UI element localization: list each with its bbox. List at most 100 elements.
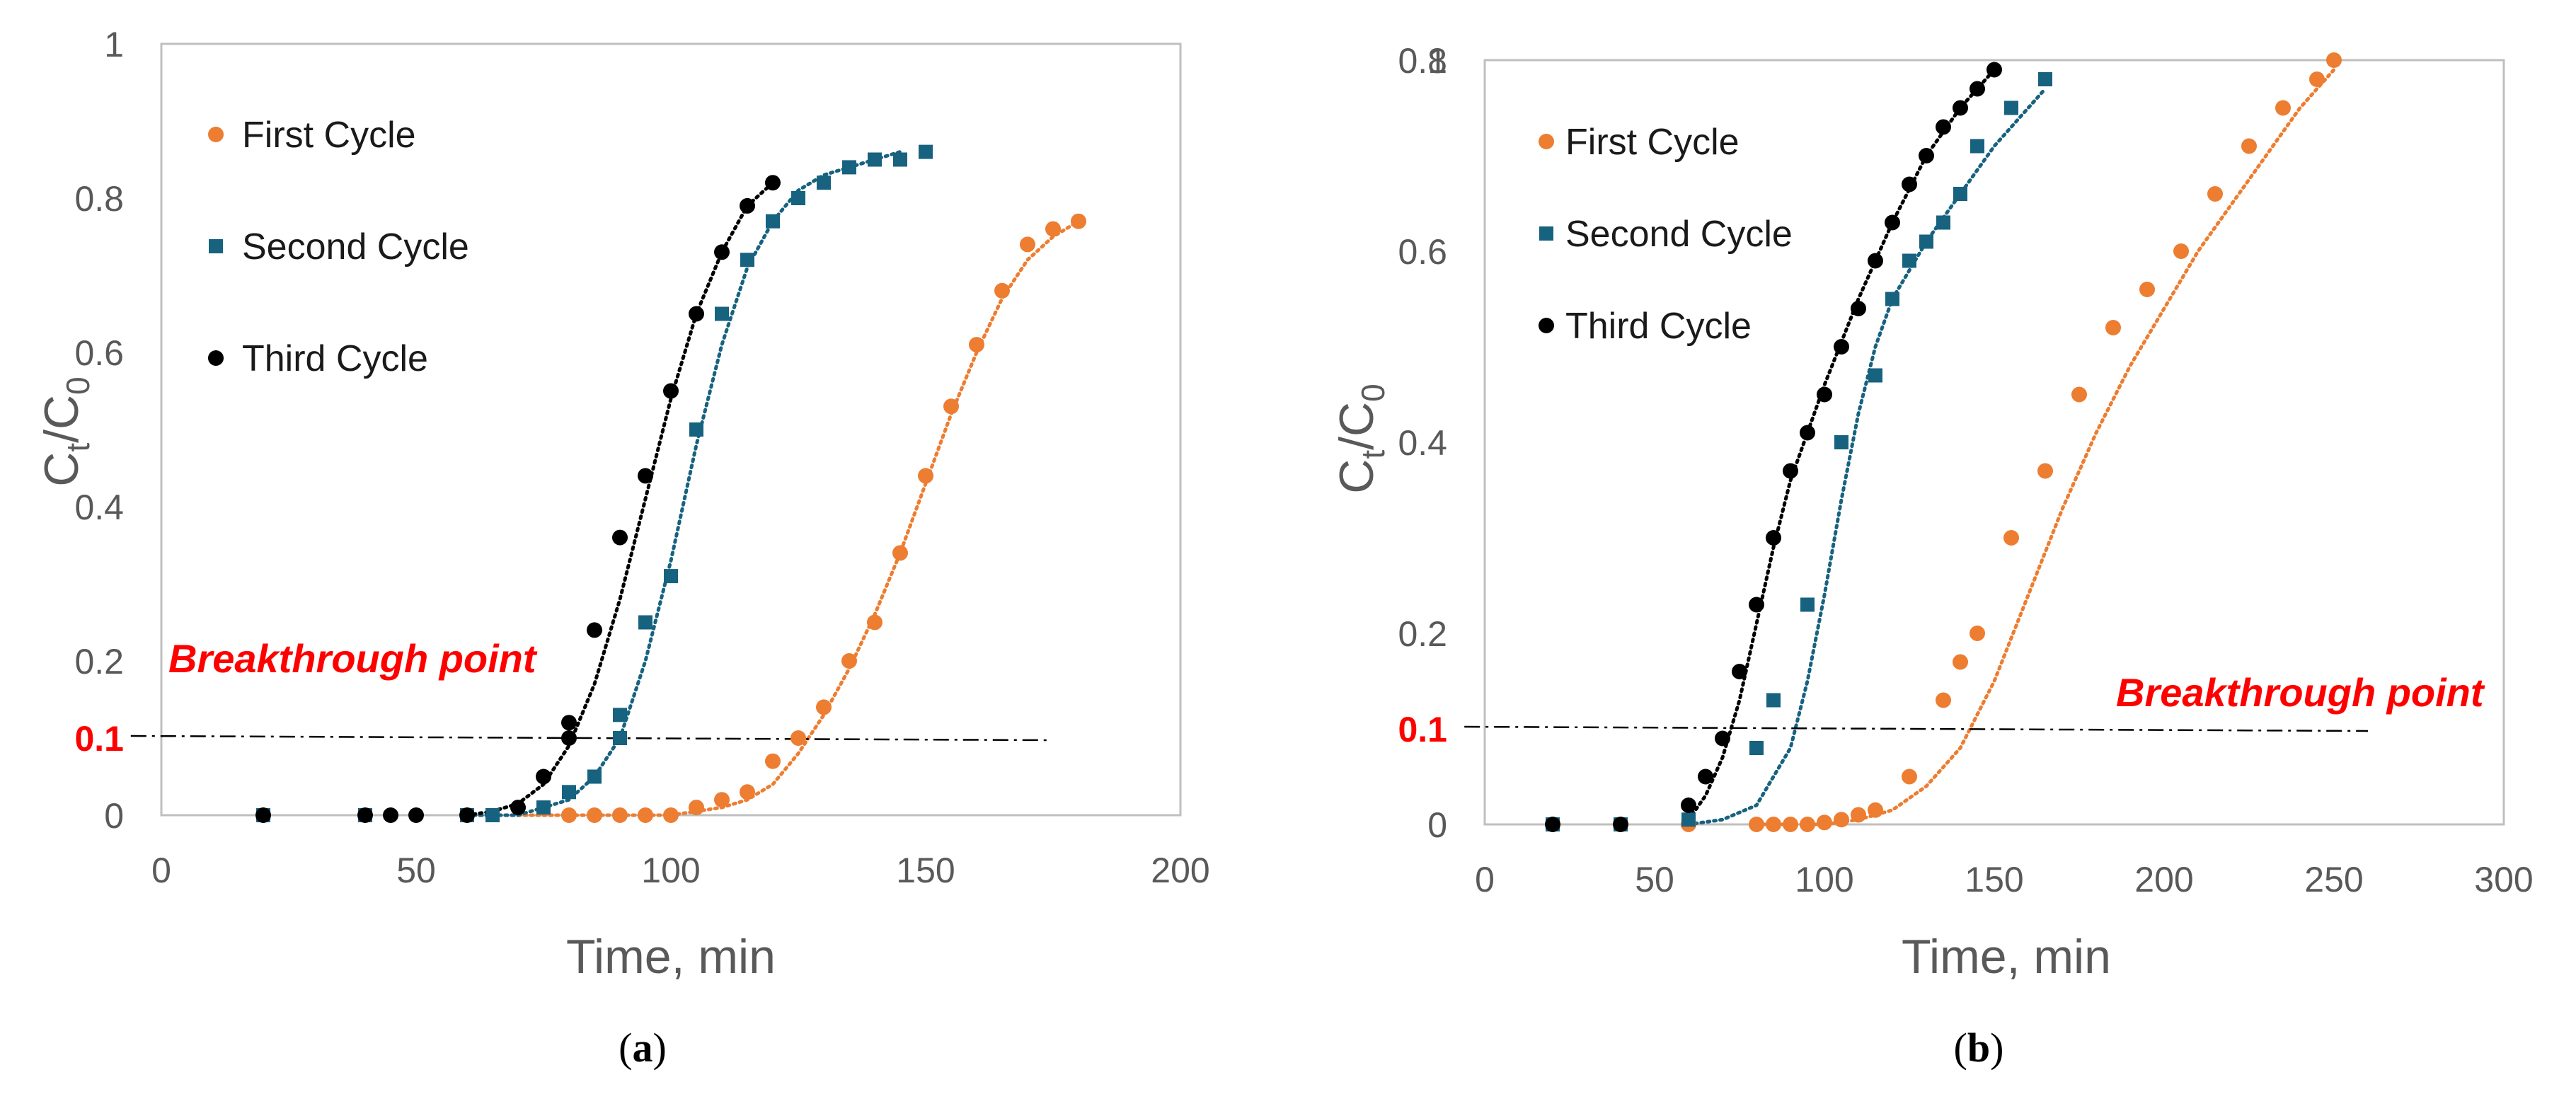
data-points bbox=[1545, 52, 2342, 832]
y-tick-label: 0 bbox=[104, 796, 124, 836]
data-point bbox=[842, 160, 856, 175]
data-point bbox=[1613, 817, 1628, 832]
data-point bbox=[689, 306, 704, 322]
y-tick-label: 0.4 bbox=[74, 488, 124, 527]
legend-marker bbox=[1539, 318, 1554, 333]
data-point bbox=[994, 282, 1010, 299]
data-point bbox=[1071, 213, 1086, 229]
data-point bbox=[2241, 138, 2257, 154]
data-point bbox=[1783, 463, 1798, 479]
data-point bbox=[969, 337, 984, 353]
legend-label: Third Cycle bbox=[1565, 306, 1752, 347]
x-tick-label: 0 bbox=[1475, 860, 1495, 899]
data-point bbox=[1800, 597, 1815, 612]
data-point bbox=[1545, 817, 1560, 832]
legend-label: First Cycle bbox=[1565, 122, 1740, 163]
y-axis-title: Ct/C0 bbox=[1330, 384, 1391, 493]
data-point bbox=[1970, 81, 1985, 97]
legend-label: Second Cycle bbox=[1565, 214, 1793, 255]
breakthrough-annotation: Breakthrough point bbox=[2116, 670, 2485, 715]
data-point bbox=[740, 253, 754, 267]
data-point bbox=[408, 807, 424, 823]
data-point bbox=[714, 792, 730, 808]
legend-label: Second Cycle bbox=[242, 226, 469, 267]
data-point bbox=[1834, 435, 1848, 449]
data-point bbox=[1868, 802, 1883, 818]
x-tick-labels: 0 50 100 150 200 bbox=[151, 851, 1210, 890]
panel-caption: (a) bbox=[619, 1025, 667, 1071]
data-point bbox=[892, 545, 908, 561]
data-point bbox=[1970, 626, 1985, 641]
data-point bbox=[1749, 597, 1764, 613]
data-point bbox=[1851, 301, 1866, 316]
data-point bbox=[536, 800, 551, 815]
legend-marker bbox=[208, 350, 224, 366]
x-tick-labels: 0 50 100 150 200 250 300 bbox=[1475, 860, 2534, 899]
data-point bbox=[1919, 148, 1934, 163]
data-point bbox=[791, 191, 805, 205]
x-tick-label: 200 bbox=[2134, 860, 2193, 899]
x-axis-title: Time, min bbox=[1902, 930, 2111, 984]
data-point bbox=[2173, 243, 2189, 259]
x-tick-label: 250 bbox=[2304, 860, 2363, 899]
data-point bbox=[1766, 817, 1781, 832]
data-point bbox=[1953, 187, 1967, 201]
data-point bbox=[561, 730, 577, 746]
data-point bbox=[816, 699, 832, 715]
data-point bbox=[613, 708, 627, 722]
data-point bbox=[587, 769, 602, 784]
data-point bbox=[867, 614, 882, 631]
data-point bbox=[2004, 100, 2018, 115]
data-point bbox=[2037, 463, 2053, 479]
data-point bbox=[766, 214, 780, 229]
breakthrough-annotation: Breakthrough point bbox=[168, 636, 538, 681]
data-point bbox=[2326, 52, 2342, 68]
data-point bbox=[561, 807, 577, 823]
threshold-value-label: 0.1 bbox=[1398, 710, 1447, 749]
data-point bbox=[740, 784, 755, 800]
data-point bbox=[638, 468, 653, 484]
data-point bbox=[587, 622, 602, 638]
x-tick-label: 300 bbox=[2474, 860, 2533, 899]
data-point bbox=[1681, 798, 1696, 813]
data-point bbox=[817, 175, 831, 190]
data-point bbox=[740, 197, 755, 214]
data-point bbox=[1868, 368, 1882, 383]
x-axis-title: Time, min bbox=[566, 930, 776, 984]
panel-caption: (b) bbox=[1954, 1025, 2004, 1071]
data-point bbox=[638, 615, 652, 630]
data-point bbox=[1749, 741, 1764, 755]
data-point bbox=[919, 144, 933, 159]
data-point bbox=[664, 569, 678, 584]
data-point bbox=[1919, 234, 1933, 249]
data-point bbox=[1885, 214, 1900, 231]
trend-line-second-cycle bbox=[1686, 87, 2047, 827]
y-tick-label: 0 bbox=[1427, 805, 1447, 845]
data-point bbox=[612, 807, 628, 823]
y-tick-labels: 0 0.2 0.4 0.6 0.81 0.1 bbox=[1398, 41, 1447, 845]
y-tick-label: 0.2 bbox=[1398, 614, 1447, 654]
data-point bbox=[459, 807, 475, 823]
data-point bbox=[1953, 654, 1968, 670]
data-point bbox=[841, 653, 857, 669]
data-point bbox=[510, 800, 526, 816]
y-tick-label: 1 bbox=[104, 25, 124, 64]
legend-marker bbox=[1539, 226, 1553, 241]
y-axis-title: Ct/C0 bbox=[35, 376, 96, 486]
data-point bbox=[1986, 62, 2002, 78]
data-point bbox=[485, 808, 500, 822]
legend-marker bbox=[1539, 134, 1554, 149]
data-point bbox=[2105, 320, 2121, 335]
data-point bbox=[790, 730, 806, 746]
data-point bbox=[1817, 386, 1832, 403]
data-point bbox=[561, 715, 577, 731]
data-point bbox=[2003, 530, 2019, 546]
plot-area-border bbox=[1483, 59, 2505, 826]
data-point bbox=[1045, 221, 1061, 237]
legend-marker bbox=[209, 239, 223, 253]
data-point bbox=[638, 807, 653, 823]
data-point bbox=[383, 807, 398, 823]
y-tick-label: 0.2 bbox=[74, 642, 124, 681]
data-point bbox=[1902, 176, 1917, 192]
data-point bbox=[613, 731, 627, 745]
